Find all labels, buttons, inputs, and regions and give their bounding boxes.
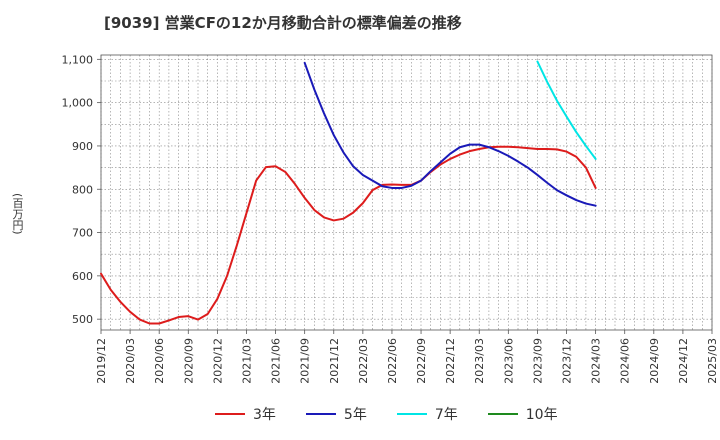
series-line-7年	[536, 60, 597, 160]
legend-label: 10年	[525, 407, 558, 423]
legend-swatch	[215, 412, 245, 416]
x-tick-label: 2022/12	[444, 338, 457, 384]
x-tick-label: 2022/03	[357, 338, 370, 384]
x-tick-label: 2024/03	[590, 338, 603, 384]
x-tick-label: 2022/09	[415, 338, 428, 384]
series-line-3年	[100, 145, 597, 325]
y-tick-label: 700	[72, 227, 93, 240]
legend-swatch	[305, 412, 336, 416]
x-tick-label: 2024/09	[648, 338, 661, 384]
legend-label: 5年	[343, 407, 367, 423]
x-tick-label: 2024/12	[677, 338, 690, 384]
y-tick-label: 500	[72, 313, 93, 326]
x-tick-label: 2022/06	[386, 338, 399, 384]
legend-label: 7年	[434, 407, 458, 423]
x-tick-label: 2024/06	[619, 338, 632, 384]
x-tick-label: 2023/03	[473, 338, 486, 384]
y-tick-label: 900	[72, 140, 93, 153]
x-tick-label: 2021/03	[240, 338, 253, 384]
chart-title: [9039] 営業CFの12か月移動合計の標準偏差の推移	[104, 14, 462, 32]
x-tick-label: 2023/06	[502, 338, 515, 384]
plot-frame	[100, 54, 713, 331]
x-tick-label: 2025/03	[706, 338, 719, 384]
x-tick-label: 2023/09	[531, 338, 544, 384]
x-tick-label: 2020/12	[211, 338, 224, 384]
x-tick-label: 2023/12	[561, 338, 574, 384]
x-tick-label: 2020/06	[153, 338, 166, 384]
legend-item: 7年	[396, 404, 458, 424]
x-tick-label: 2019/12	[95, 338, 108, 384]
x-tick-label: 2021/09	[299, 338, 312, 384]
legend-swatch	[487, 412, 518, 416]
legend-swatch	[396, 412, 427, 416]
y-tick-label: 1,100	[62, 53, 94, 66]
legend-label: 3年	[253, 407, 276, 423]
legend-item: 3年	[215, 404, 276, 424]
y-tick-label: 800	[72, 183, 93, 196]
y-axis-label: (百万円)	[11, 193, 24, 235]
x-tick-label: 2020/03	[124, 338, 137, 384]
y-tick-label: 600	[72, 270, 93, 283]
x-tick-label: 2021/06	[270, 338, 283, 384]
series-line-5年	[303, 61, 597, 207]
legend-item: 10年	[487, 404, 558, 424]
x-tick-label: 2020/09	[182, 338, 195, 384]
legend-item: 5年	[305, 404, 367, 424]
x-tick-label: 2021/12	[328, 338, 341, 384]
y-tick-label: 1,000	[62, 97, 94, 110]
chart-legend: 3年 5年 7年 10年	[215, 404, 558, 424]
